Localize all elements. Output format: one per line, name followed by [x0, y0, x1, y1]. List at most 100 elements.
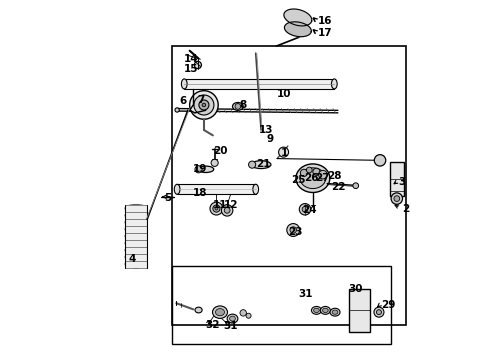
Text: 6: 6 [179, 96, 186, 107]
Text: 17: 17 [318, 28, 333, 38]
Ellipse shape [125, 219, 147, 226]
Circle shape [300, 169, 308, 176]
Ellipse shape [216, 309, 224, 316]
Circle shape [374, 155, 386, 166]
Text: 23: 23 [288, 227, 302, 237]
Ellipse shape [197, 166, 214, 172]
Circle shape [213, 205, 220, 212]
Polygon shape [285, 22, 311, 37]
Ellipse shape [181, 79, 187, 89]
Text: 16: 16 [318, 16, 333, 26]
Circle shape [318, 170, 327, 179]
Circle shape [202, 103, 206, 107]
Ellipse shape [253, 184, 259, 194]
Ellipse shape [322, 308, 328, 312]
Circle shape [306, 167, 312, 173]
Ellipse shape [125, 211, 147, 219]
Circle shape [313, 168, 320, 175]
Ellipse shape [314, 308, 319, 312]
Text: 30: 30 [348, 284, 363, 294]
Bar [177, 184, 256, 194]
Ellipse shape [174, 184, 180, 194]
Circle shape [211, 159, 218, 166]
Circle shape [279, 147, 289, 157]
Text: 19: 19 [193, 164, 208, 174]
Ellipse shape [213, 306, 227, 319]
Text: 9: 9 [267, 134, 273, 144]
Ellipse shape [125, 246, 147, 254]
Text: 13: 13 [259, 125, 274, 135]
Text: 25: 25 [292, 175, 306, 185]
Circle shape [287, 224, 300, 237]
Text: 28: 28 [327, 171, 342, 181]
Circle shape [240, 310, 246, 316]
Circle shape [290, 227, 296, 233]
Bar [348, 289, 370, 332]
Text: 10: 10 [277, 89, 292, 99]
Ellipse shape [125, 225, 147, 233]
Ellipse shape [330, 308, 340, 316]
Circle shape [221, 204, 233, 216]
Text: 14: 14 [184, 54, 199, 64]
Bar [184, 79, 334, 89]
Text: 1: 1 [281, 148, 288, 158]
Circle shape [391, 193, 402, 204]
Bar [172, 266, 392, 344]
Circle shape [190, 91, 218, 119]
Text: 12: 12 [223, 200, 238, 210]
Text: 4: 4 [129, 253, 136, 264]
Ellipse shape [125, 260, 147, 268]
Circle shape [246, 313, 251, 318]
Text: 22: 22 [331, 182, 345, 192]
Text: 15: 15 [184, 64, 199, 74]
Ellipse shape [125, 232, 147, 240]
Text: 29: 29 [381, 300, 395, 310]
Circle shape [235, 104, 241, 109]
Text: 11: 11 [213, 200, 227, 210]
Ellipse shape [230, 316, 235, 321]
Circle shape [299, 203, 311, 215]
Circle shape [224, 207, 230, 213]
Ellipse shape [125, 253, 147, 261]
Circle shape [215, 207, 218, 210]
Ellipse shape [332, 310, 338, 314]
Text: 26: 26 [304, 173, 318, 183]
Polygon shape [284, 9, 312, 26]
Text: 8: 8 [240, 100, 247, 110]
Circle shape [376, 310, 381, 315]
Text: 3: 3 [398, 177, 406, 187]
Ellipse shape [248, 161, 256, 168]
Text: 32: 32 [206, 320, 220, 330]
Text: 5: 5 [165, 193, 172, 203]
Ellipse shape [331, 79, 337, 89]
Text: 2: 2 [402, 203, 410, 213]
Text: 31: 31 [298, 289, 313, 299]
Ellipse shape [320, 306, 330, 314]
Circle shape [210, 202, 223, 215]
Circle shape [353, 183, 359, 189]
Ellipse shape [312, 306, 321, 314]
Ellipse shape [125, 239, 147, 247]
Bar [172, 46, 406, 325]
Ellipse shape [175, 108, 179, 112]
Text: 24: 24 [302, 205, 317, 215]
Ellipse shape [251, 161, 271, 168]
Circle shape [195, 166, 202, 173]
Text: 20: 20 [213, 147, 227, 157]
Bar [125, 205, 147, 267]
Circle shape [194, 95, 214, 115]
Ellipse shape [232, 103, 243, 111]
Text: 21: 21 [256, 159, 270, 169]
Circle shape [374, 307, 384, 317]
Circle shape [302, 206, 308, 212]
Ellipse shape [296, 164, 330, 193]
Bar [390, 162, 404, 196]
Ellipse shape [125, 204, 147, 212]
Ellipse shape [227, 314, 238, 323]
Circle shape [199, 100, 209, 110]
Circle shape [394, 196, 400, 202]
Text: 27: 27 [315, 173, 329, 183]
Text: 31: 31 [223, 321, 238, 332]
Ellipse shape [195, 307, 202, 313]
Text: 7: 7 [197, 95, 204, 105]
